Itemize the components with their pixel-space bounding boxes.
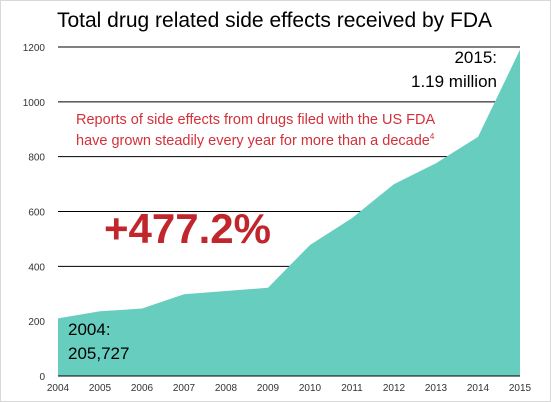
annotation-start-amount: 205,727 — [68, 344, 130, 363]
annotation-note-text: Reports of side effects from drugs filed… — [76, 112, 435, 149]
y-tick-label-800: 800 — [28, 153, 45, 164]
chart-title: Total drug related side effects received… — [56, 9, 492, 32]
y-tick-label-200: 200 — [28, 317, 45, 328]
area-series-reports — [58, 49, 520, 376]
annotation-note-footnote: 4 — [429, 132, 435, 142]
x-tick-label-2010: 2010 — [299, 383, 322, 394]
y-tick-label-0: 0 — [39, 372, 45, 383]
y-tick-label-400: 400 — [28, 262, 45, 273]
annotation-growth: +477.2% — [104, 205, 271, 252]
annotation-start-year: 2004: — [68, 320, 111, 339]
x-tick-label-2005: 2005 — [89, 383, 112, 394]
annotation-note: Reports of side effects from drugs filed… — [76, 110, 436, 152]
y-tick-label-1200: 1200 — [23, 43, 46, 54]
x-tick-label-2008: 2008 — [215, 383, 238, 394]
x-tick-label-2015: 2015 — [509, 383, 532, 394]
x-tick-label-2006: 2006 — [131, 383, 154, 394]
y-tick-label-600: 600 — [28, 208, 45, 219]
x-tick-label-2011: 2011 — [341, 383, 363, 394]
x-tick-label-2012: 2012 — [383, 383, 406, 394]
annotation-end-value: 2015: 1.19 million — [392, 46, 497, 94]
x-tick-label-2013: 2013 — [425, 383, 448, 394]
annotation-end-year: 2015: — [454, 48, 497, 67]
y-tick-label-1000: 1000 — [23, 98, 46, 109]
x-tick-label-2014: 2014 — [467, 383, 490, 394]
y-axis-ticks: 0 200 400 600 800 1000 1200 — [23, 43, 46, 383]
x-tick-label-2009: 2009 — [257, 383, 280, 394]
annotation-start-value: 2004: 205,727 — [68, 318, 129, 366]
x-tick-label-2007: 2007 — [173, 383, 196, 394]
annotation-end-amount: 1.19 million — [411, 72, 497, 91]
x-axis-ticks: 2004 2005 2006 2007 2008 2009 2010 2011 2012 2013… — [47, 383, 532, 394]
x-tick-label-2004: 2004 — [47, 383, 70, 394]
